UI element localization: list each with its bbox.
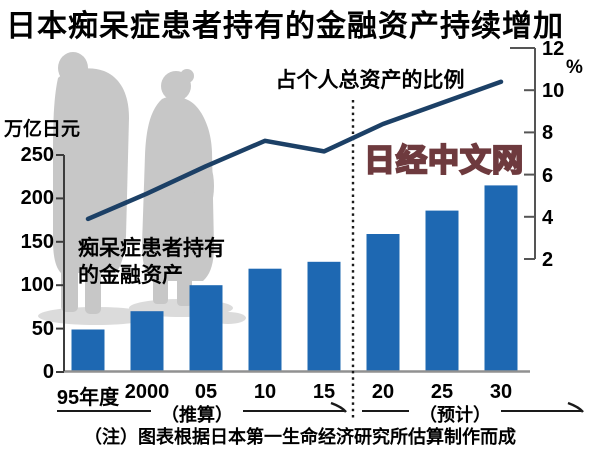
right-tick-label-2: 2 [542,249,554,271]
category-label-2000: 2000 [124,381,170,403]
category-label-95年度: 95年度 [56,387,120,409]
category-label-25: 25 [430,381,454,403]
right-tick-label-10: 10 [542,80,565,103]
right-axis-ticks [510,47,535,260]
left-axis-unit-label: 万亿日元 [4,119,81,140]
bar-05 [189,285,223,372]
chart-title: 日本痴呆症患者持有的金融资产持续增加 [6,10,564,43]
right-tick-label-8: 8 [542,122,554,145]
right-axis-unit-label: % [566,57,583,78]
left-tick-label-0: 0 [42,361,54,383]
bar-15 [307,261,341,372]
left-axis-ticks [56,154,64,373]
bar-30 [484,185,518,372]
forecast-period-label: （预计） [409,401,501,427]
arrowhead-estimated [330,401,347,413]
bar-series-annotation-line2: 的金融资产 [78,264,183,287]
left-tick-label-250: 250 [20,144,54,166]
period-arrows [57,401,584,413]
category-label-10: 10 [253,381,277,403]
bar-25 [425,210,459,372]
source-note: （注）图表根据日本第一生命经济研究所估算制作而成 [84,427,516,447]
nikkei-chinese-watermark: 日经中文网 [363,142,524,179]
right-tick-label-12: 12 [542,38,565,60]
bar-95年度 [71,329,105,372]
elderly-woman-silhouette [142,69,214,306]
bar-series [71,185,518,372]
bar-20 [366,234,400,372]
bar-series-annotation-line1: 痴呆症患者持有 [78,237,225,260]
bar-series-annotation: 痴呆症患者持有 的金融资产 [78,235,225,289]
right-tick-label-4: 4 [542,206,554,229]
arrowhead-forecast [567,401,584,413]
bar-10 [248,268,282,372]
left-tick-label-100: 100 [20,274,54,297]
category-label-20: 20 [371,381,395,403]
category-label-15: 15 [312,381,336,403]
elderly-man-silhouette [53,52,129,314]
category-label-30: 30 [489,381,513,403]
bar-2000 [130,311,164,372]
right-tick-label-6: 6 [542,164,554,187]
category-label-05: 05 [194,381,218,403]
line-series-annotation: 占个人总资产的比例 [275,69,465,92]
left-tick-label-150: 150 [20,230,54,253]
ratio-trend-line [85,79,504,222]
left-tick-label-200: 200 [20,187,54,210]
left-tick-label-50: 50 [31,317,54,340]
estimated-period-label: （推算） [151,401,243,427]
